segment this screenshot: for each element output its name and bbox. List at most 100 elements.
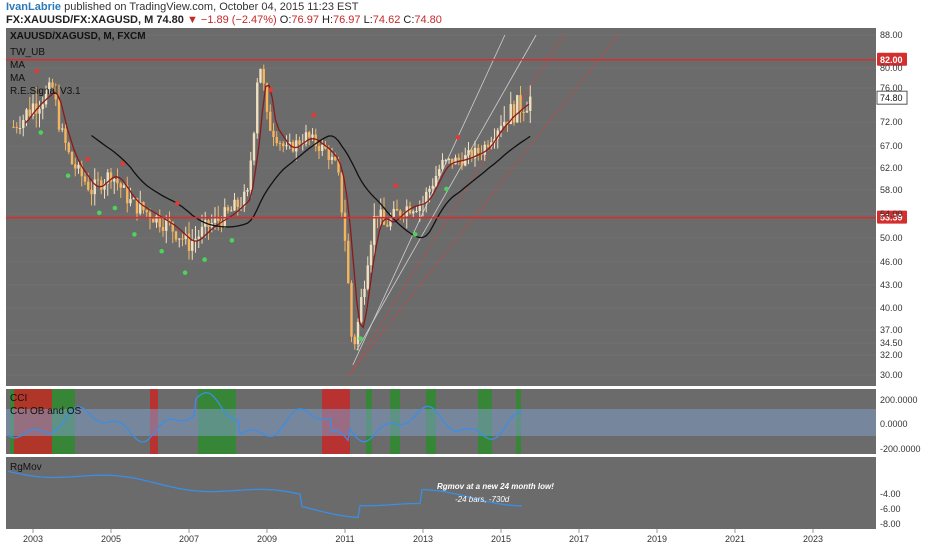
trend-line — [348, 34, 564, 376]
bear-signal-dot — [311, 112, 317, 118]
close-value: 74.80 — [414, 14, 442, 26]
candle-body — [200, 226, 204, 237]
candle-body — [259, 68, 262, 83]
candle-body — [347, 240, 350, 284]
bull-signal-dot — [97, 210, 102, 216]
rgmov-path — [7, 470, 522, 519]
level-price-tag — [877, 210, 907, 224]
candle-body — [467, 150, 470, 156]
candle-body — [191, 241, 194, 251]
candle-body — [31, 103, 35, 117]
candle-body — [330, 156, 334, 161]
study-label-4[interactable]: R.E.Signal V3.1 — [10, 86, 81, 97]
rgmov-label[interactable]: RgMov — [10, 462, 42, 473]
bull-signal-dot — [159, 248, 164, 254]
candle-body — [490, 142, 493, 147]
candle-body — [113, 179, 116, 182]
candle-body — [51, 82, 54, 88]
candle-body — [93, 179, 96, 195]
candle-body — [470, 150, 473, 159]
bear-signal-dot — [393, 183, 399, 188]
candle-body — [269, 111, 272, 131]
candle-body — [249, 160, 252, 191]
candle-body — [90, 189, 93, 195]
candle-body — [145, 210, 148, 213]
moving-averages — [24, 84, 531, 329]
candle-body — [304, 132, 308, 144]
study-label-1[interactable]: TW_UB — [10, 47, 45, 58]
candle-body — [298, 140, 301, 145]
ma-slow-line — [91, 134, 531, 239]
level-price-tag — [877, 52, 907, 66]
candle-body — [373, 215, 376, 245]
candle-body — [220, 221, 223, 227]
candle-body — [512, 104, 516, 123]
rgmov-line — [7, 470, 522, 519]
x-tick-label: 2019 — [647, 534, 667, 544]
price-tick-label: 50.00 — [880, 233, 903, 243]
rgmov-pane-bg — [6, 457, 876, 529]
candle-body — [389, 217, 392, 227]
bear-signal-dot — [175, 200, 180, 206]
bull-signal-dot — [229, 238, 235, 243]
candle-body — [509, 104, 512, 125]
candle-body — [308, 132, 311, 138]
candle-body — [168, 219, 171, 223]
close-label: C: — [403, 14, 415, 26]
candle-body — [230, 210, 233, 212]
price-tick-label: 37.00 — [880, 325, 903, 335]
candle-body — [321, 144, 324, 151]
bull-signal-dot — [132, 232, 137, 237]
candle-body — [48, 82, 51, 90]
cci-label[interactable]: CCI — [10, 393, 28, 404]
candle-body — [236, 199, 239, 207]
symbol-name: FX:XAUUSD/FX:XAGUSD, M — [6, 14, 154, 26]
horizontal-levels[interactable]: 82.00 53.39 74.80 — [6, 52, 908, 224]
candle-body — [155, 215, 158, 223]
candle-body — [38, 109, 41, 114]
candle-body — [256, 82, 259, 134]
candle-body — [486, 144, 490, 147]
candle-body — [483, 144, 486, 155]
cci-obos-label[interactable]: CCI OB and OS — [10, 406, 82, 417]
down-arrow-icon: ▼ — [186, 14, 198, 26]
candle-body — [41, 104, 44, 110]
price-axis[interactable] — [876, 28, 932, 529]
price-tick-label: 80.00 — [880, 63, 903, 73]
low-label: L: — [363, 14, 373, 26]
candle-body — [379, 209, 382, 217]
study-label-3[interactable]: MA — [10, 73, 25, 84]
cci-tick-label: 0.0000 — [880, 419, 908, 429]
time-axis[interactable] — [6, 529, 876, 550]
price-tick-label: 62.00 — [880, 163, 903, 173]
price-tick-label: 67.00 — [880, 141, 903, 151]
price-tick-label: 76.00 — [880, 83, 903, 93]
candle-body — [451, 158, 454, 165]
candle-body — [126, 185, 129, 204]
axis-ticks: 88.00 80.00 76.00 72.00 67.00 62.00 58.00 54.00… — [880, 30, 921, 529]
x-tick-label: 2017 — [569, 534, 589, 544]
last-price: 74.80 — [156, 14, 184, 26]
candle-body — [529, 96, 532, 111]
last-price-tag — [876, 90, 908, 105]
level-price-label: 53.39 — [880, 213, 903, 223]
candle-body — [119, 183, 122, 188]
candle-body — [337, 160, 340, 173]
symbol-line: FX:XAUUSD/FX:XAGUSD, M 74.80 ▼ −1.89 (−2… — [6, 14, 442, 26]
candle-body — [87, 181, 90, 190]
candle-body — [25, 109, 28, 121]
candle-body — [392, 208, 395, 218]
study-label-2[interactable]: MA — [10, 60, 25, 71]
candle-body — [239, 206, 243, 208]
bear-signal-dot — [120, 161, 125, 166]
candle-body — [217, 217, 220, 222]
author-link[interactable]: IvanLabrie — [6, 1, 62, 13]
candle-body — [399, 210, 402, 216]
candle-body — [496, 130, 499, 139]
trend-line — [348, 34, 619, 376]
candle-body — [194, 238, 197, 242]
bull-signal-dot — [202, 257, 207, 262]
candle-body — [178, 238, 181, 240]
candle-body — [197, 236, 200, 239]
